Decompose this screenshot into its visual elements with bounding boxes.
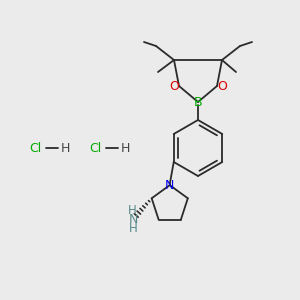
Text: H: H — [60, 142, 70, 154]
Text: H: H — [120, 142, 130, 154]
Text: O: O — [217, 80, 227, 94]
Text: H: H — [128, 204, 137, 217]
Text: O: O — [169, 80, 179, 94]
Text: N: N — [129, 213, 138, 226]
Text: H: H — [129, 222, 138, 235]
Text: Cl: Cl — [89, 142, 101, 154]
Text: Cl: Cl — [29, 142, 41, 154]
Text: B: B — [194, 95, 202, 109]
Text: N: N — [165, 178, 174, 192]
